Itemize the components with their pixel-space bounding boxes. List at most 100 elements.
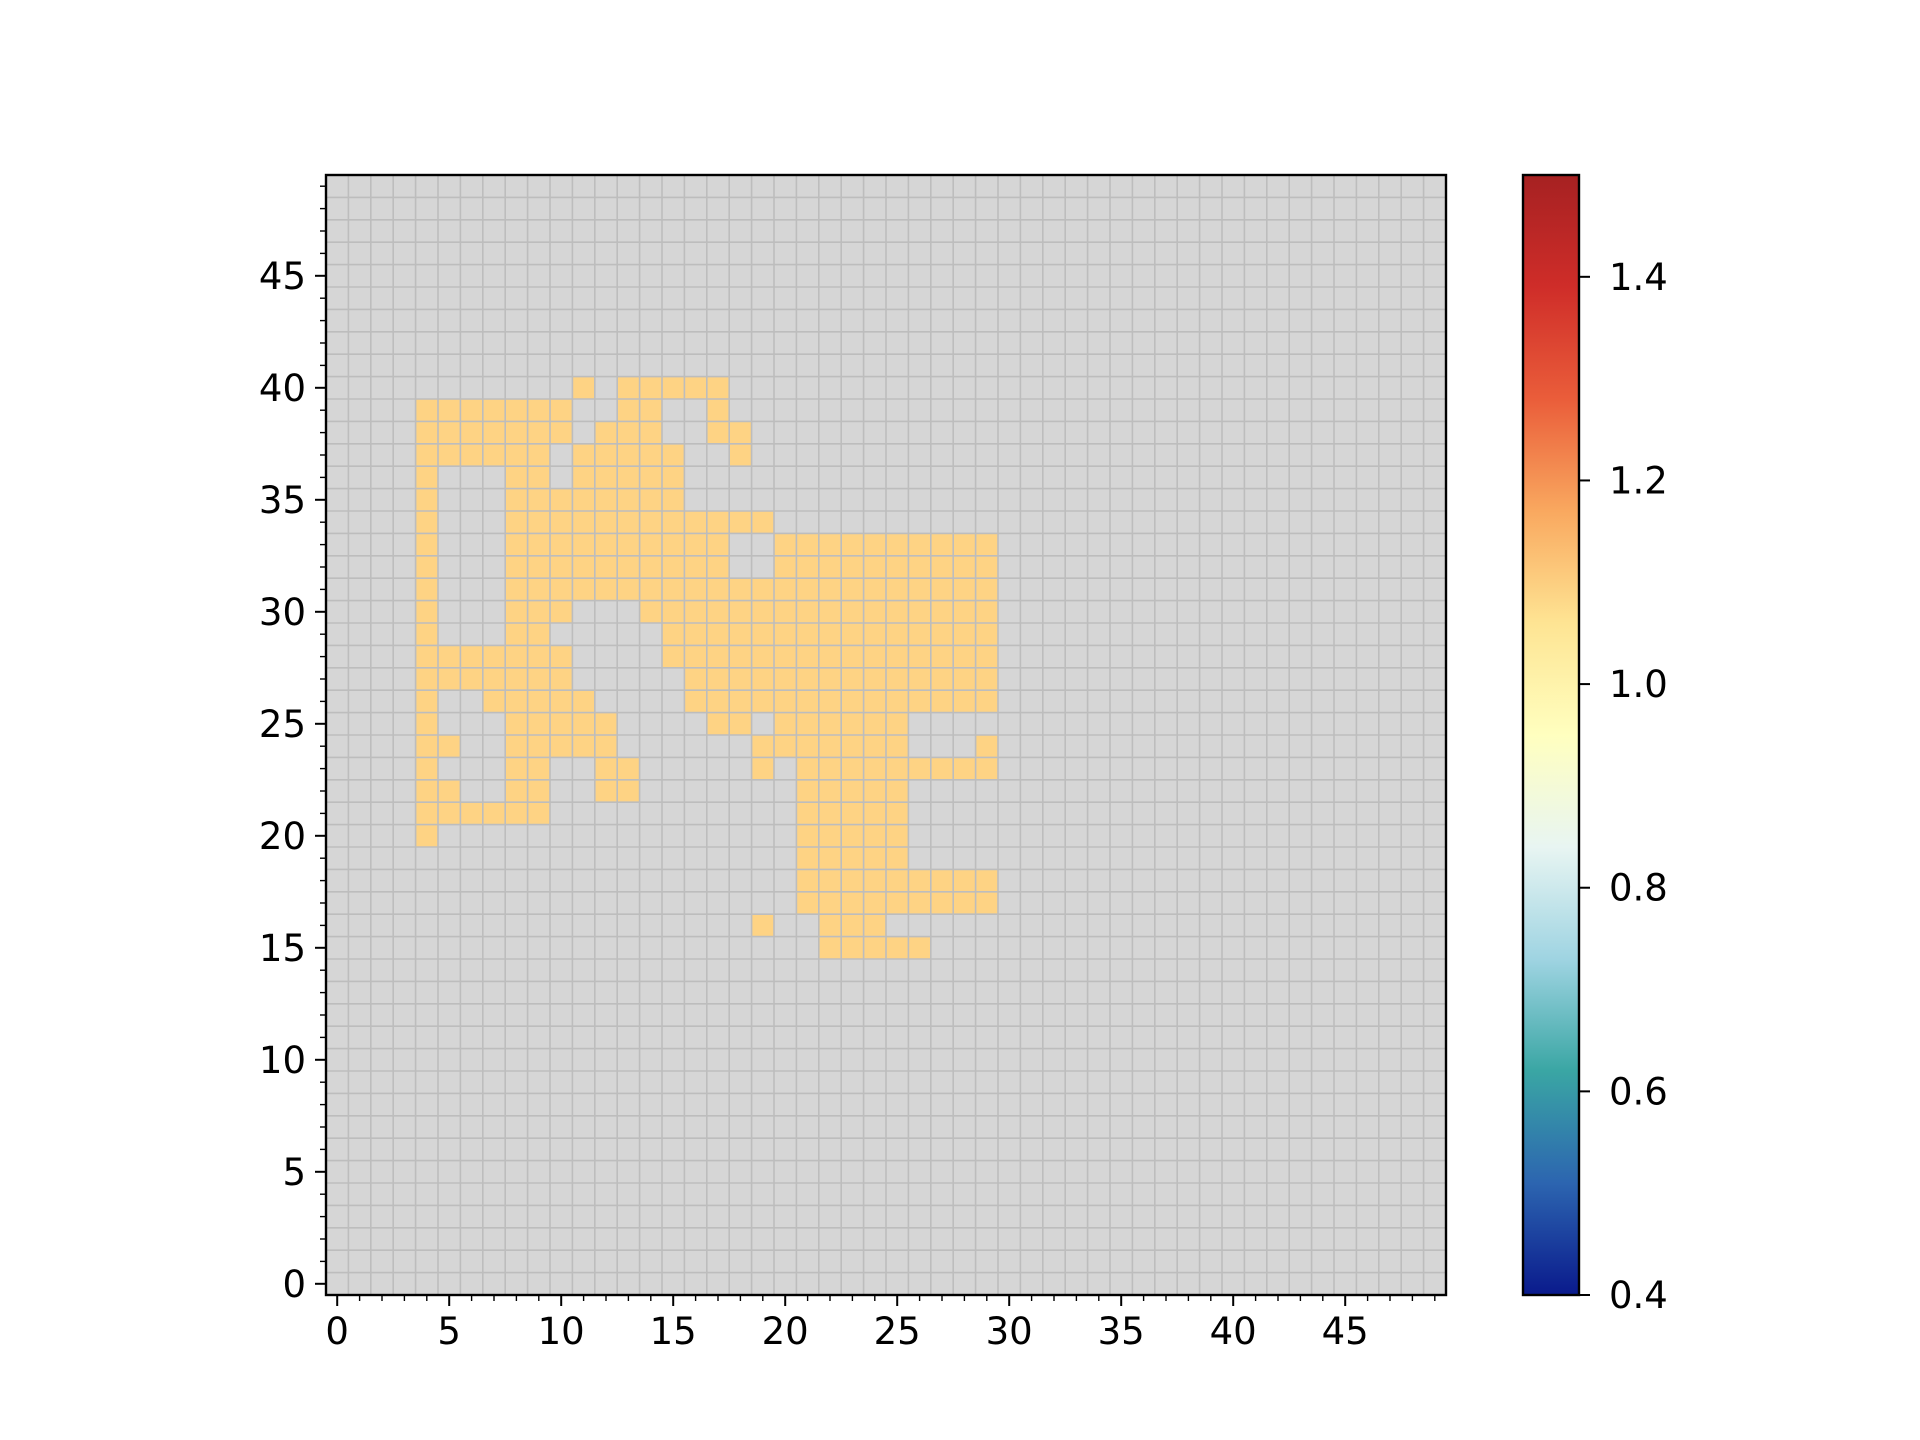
heatmap-cell: [662, 578, 685, 601]
heatmap-cell: [527, 399, 551, 422]
heatmap-cell: [617, 421, 640, 445]
heatmap-cell: [863, 869, 887, 893]
heatmap-cell: [841, 914, 864, 937]
heatmap-cell: [527, 735, 551, 758]
heatmap-cell: [527, 466, 551, 489]
heatmap-cell: [706, 645, 730, 669]
heatmap-cell: [505, 443, 528, 467]
heatmap-cell: [460, 443, 484, 467]
heatmap-cell: [639, 399, 663, 422]
heatmap-cell: [863, 623, 887, 646]
heatmap-cell: [482, 399, 506, 422]
heatmap-cell: [908, 667, 932, 691]
heatmap-cell: [863, 914, 887, 937]
heatmap-cell: [930, 757, 954, 781]
heatmap-cell: [572, 376, 596, 400]
heatmap-cell: [930, 690, 954, 713]
heatmap-cell: [415, 555, 439, 579]
heatmap-cell: [886, 869, 909, 893]
heatmap-cell: [886, 690, 909, 713]
heatmap-cell: [818, 690, 842, 713]
heatmap-cell: [863, 802, 887, 825]
heatmap-cell: [841, 936, 864, 960]
heatmap-cell: [527, 690, 551, 713]
heatmap-cell: [415, 466, 439, 489]
heatmap-cell: [684, 690, 708, 713]
heatmap-cell: [796, 735, 820, 758]
heatmap-cell: [505, 667, 528, 691]
colorbar-tick-label: 1.4: [1609, 256, 1668, 299]
heatmap-cell: [594, 443, 618, 467]
heatmap-cell: [415, 735, 439, 758]
heatmap-cell: [930, 578, 954, 601]
heatmap-cell: [527, 645, 551, 669]
heatmap-cell: [863, 555, 887, 579]
heatmap-cell: [818, 869, 842, 893]
heatmap-cell: [751, 690, 775, 713]
heatmap-cell: [460, 399, 484, 422]
heatmap-cell: [438, 667, 461, 691]
x-tick-label: 45: [1322, 1310, 1369, 1353]
heatmap-cell: [505, 421, 528, 445]
heatmap-cell: [796, 690, 820, 713]
heatmap-cell: [505, 757, 528, 781]
heatmap-cell: [930, 869, 954, 893]
heatmap-cell: [527, 555, 551, 579]
heatmap-cell: [639, 533, 663, 557]
heatmap-cell: [594, 757, 618, 781]
heatmap-cell: [550, 690, 573, 713]
heatmap-cell: [886, 533, 909, 557]
heatmap-cell: [639, 555, 663, 579]
heatmap-cell: [863, 847, 887, 870]
heatmap-cell: [550, 578, 573, 601]
y-tick-label: 5: [282, 1151, 306, 1194]
heatmap-cell: [774, 735, 797, 758]
heatmap-cell: [594, 421, 618, 445]
heatmap-cell: [550, 488, 573, 512]
heatmap-cell: [818, 555, 842, 579]
heatmap-cell: [505, 735, 528, 758]
heatmap-cell: [684, 555, 708, 579]
heatmap-cell: [505, 511, 528, 534]
heatmap-cell: [975, 578, 999, 601]
heatmap-cell: [527, 421, 551, 445]
heatmap-cell: [572, 690, 596, 713]
heatmap-cell: [930, 623, 954, 646]
heatmap-cell: [863, 600, 887, 624]
heatmap-cell: [930, 891, 954, 915]
heatmap-cell: [505, 779, 528, 803]
heatmap-cell: [415, 488, 439, 512]
plot-frame: [324, 173, 1448, 1297]
heatmap-cell: [930, 533, 954, 557]
heatmap-cell: [953, 533, 976, 557]
heatmap-cell: [863, 779, 887, 803]
heatmap-cell: [818, 757, 842, 781]
heatmap-cell: [550, 555, 573, 579]
heatmap-cell: [550, 645, 573, 669]
heatmap-cell: [863, 735, 887, 758]
heatmap-cell: [975, 891, 999, 915]
heatmap-cell: [818, 578, 842, 601]
heatmap-cell: [841, 891, 864, 915]
heatmap-cell: [863, 757, 887, 781]
x-tick-label: 20: [762, 1310, 809, 1353]
heatmap-cell: [841, 869, 864, 893]
heatmap-cell: [886, 824, 909, 848]
heatmap-cell: [796, 779, 820, 803]
heatmap-cell: [908, 533, 932, 557]
heatmap-cell: [505, 533, 528, 557]
heatmap-cell: [863, 667, 887, 691]
heatmap-cell: [818, 533, 842, 557]
heatmap-cell: [460, 645, 484, 669]
heatmap-cell: [841, 712, 864, 736]
heatmap-cell: [572, 578, 596, 601]
heatmap-cell: [594, 466, 618, 489]
heatmap-cell: [751, 645, 775, 669]
y-tick-label: 35: [259, 479, 306, 522]
heatmap-cell: [886, 847, 909, 870]
heatmap-cell: [639, 443, 663, 467]
heatmap-cell: [774, 623, 797, 646]
heatmap-cell: [953, 757, 976, 781]
heatmap-cell: [617, 533, 640, 557]
heatmap-cell: [550, 399, 573, 422]
